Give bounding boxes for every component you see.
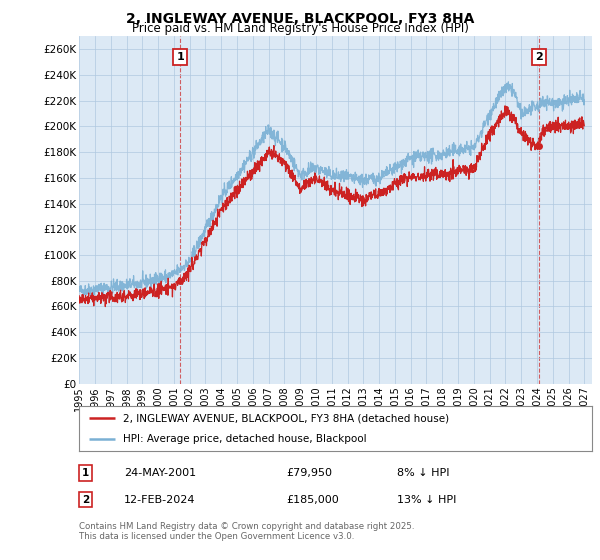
Text: £185,000: £185,000 — [286, 494, 339, 505]
Text: 2: 2 — [535, 52, 543, 62]
Text: 2, INGLEWAY AVENUE, BLACKPOOL, FY3 8HA: 2, INGLEWAY AVENUE, BLACKPOOL, FY3 8HA — [126, 12, 474, 26]
Text: 24-MAY-2001: 24-MAY-2001 — [124, 468, 196, 478]
Text: £79,950: £79,950 — [286, 468, 332, 478]
Text: 8% ↓ HPI: 8% ↓ HPI — [397, 468, 450, 478]
Text: 2, INGLEWAY AVENUE, BLACKPOOL, FY3 8HA (detached house): 2, INGLEWAY AVENUE, BLACKPOOL, FY3 8HA (… — [123, 413, 449, 423]
Text: Contains HM Land Registry data © Crown copyright and database right 2025.: Contains HM Land Registry data © Crown c… — [79, 522, 415, 531]
Text: Price paid vs. HM Land Registry's House Price Index (HPI): Price paid vs. HM Land Registry's House … — [131, 22, 469, 35]
Text: HPI: Average price, detached house, Blackpool: HPI: Average price, detached house, Blac… — [123, 433, 367, 444]
Text: 12-FEB-2024: 12-FEB-2024 — [124, 494, 196, 505]
Text: 1: 1 — [82, 468, 89, 478]
Text: 2: 2 — [82, 494, 89, 505]
Text: This data is licensed under the Open Government Licence v3.0.: This data is licensed under the Open Gov… — [79, 532, 355, 541]
Text: 13% ↓ HPI: 13% ↓ HPI — [397, 494, 457, 505]
Text: 1: 1 — [176, 52, 184, 62]
